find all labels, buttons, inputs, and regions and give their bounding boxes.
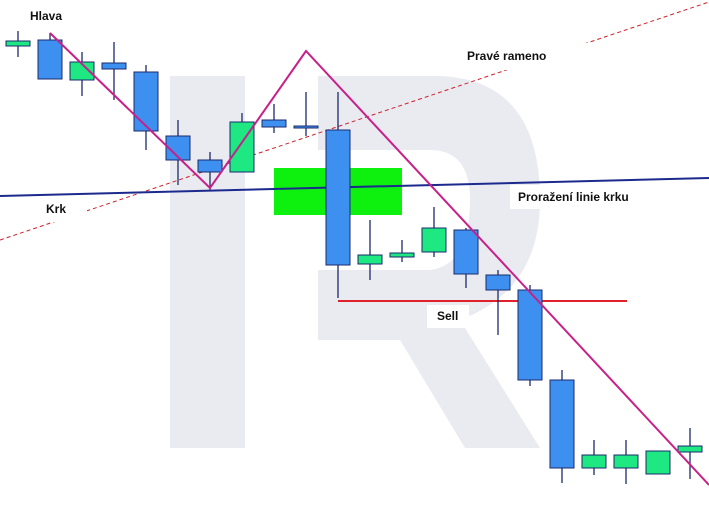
- candle-body: [69, 61, 95, 81]
- pattern-line: [49, 32, 709, 486]
- candle-body: [549, 379, 575, 469]
- annotation: Sell: [437, 309, 458, 323]
- label-box: [20, 5, 72, 29]
- label-box: [510, 185, 700, 209]
- annotation: Pravé rameno: [467, 49, 546, 63]
- candle-body: [677, 445, 703, 453]
- candle-body: [5, 40, 31, 47]
- candle-body: [613, 454, 639, 469]
- candle-body: [357, 254, 383, 265]
- candle-body: [261, 119, 287, 128]
- candle-body: [293, 125, 319, 129]
- dotted-trend-line: [0, 1, 709, 241]
- candle-body: [645, 450, 671, 475]
- candle-body: [197, 159, 223, 173]
- candles: [5, 31, 703, 484]
- label-box: [452, 43, 602, 70]
- neckline: [0, 177, 709, 197]
- candle-body: [581, 454, 607, 469]
- candle-body: [133, 71, 159, 132]
- label-box: [427, 305, 469, 328]
- candle-body: [453, 229, 479, 275]
- candle-body: [325, 129, 351, 266]
- annotation: Proražení linie krku: [518, 190, 629, 204]
- candle-body: [421, 227, 447, 253]
- label-box: [32, 198, 87, 222]
- annotation: Hlava: [30, 9, 62, 23]
- candle-body: [389, 252, 415, 258]
- candle-body: [101, 62, 127, 70]
- candle-body: [37, 39, 63, 80]
- candle-body: [517, 289, 543, 381]
- annotation: Krk: [46, 202, 66, 216]
- candle-body: [485, 274, 511, 291]
